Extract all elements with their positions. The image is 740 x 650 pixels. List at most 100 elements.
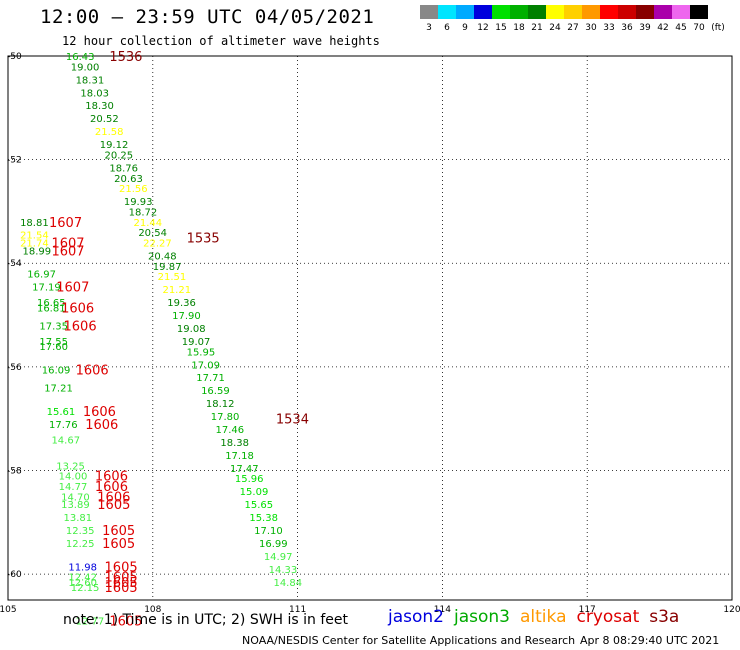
wave-height-value: 14.97 [264, 552, 293, 563]
credit-line: NOAA/NESDIS Center for Satellite Applica… [242, 634, 576, 647]
color-scale-label: 27 [567, 23, 579, 33]
color-scale-swatch [528, 5, 546, 19]
wave-height-value: 12.60 [68, 578, 97, 589]
color-scale-label: 24 [549, 23, 561, 33]
wave-height-value: 21.74 [20, 239, 49, 250]
wave-height-value: 18.81 [20, 218, 49, 229]
wave-height-value: 22.27 [143, 239, 172, 250]
wave-height-value: 17.90 [172, 311, 201, 322]
pass-time-label: 1607 [56, 281, 89, 296]
wave-height-value: 17.80 [211, 412, 240, 423]
pass-time-label: 1606 [95, 480, 128, 495]
legend-cryosat: cryosat [576, 607, 640, 627]
wave-height-value: 21.21 [162, 285, 191, 296]
wave-height-value: 14.00 [59, 472, 88, 483]
wave-height-value: 17.18 [225, 451, 254, 462]
wave-height-value: 16.43 [66, 52, 95, 63]
legend-jason2: jason2 [388, 607, 444, 627]
wave-height-value: 20.63 [114, 174, 143, 185]
pass-time-label: 1605 [102, 537, 135, 552]
longitude-tick-label: 120 [723, 605, 740, 615]
color-scale-label: 9 [462, 23, 468, 33]
color-scale-label: 3 [426, 23, 432, 33]
wave-height-value: 18.30 [85, 101, 114, 112]
wave-height-value: 19.12 [100, 140, 129, 151]
wave-height-value: 15.38 [249, 513, 278, 524]
longitude-tick-label: 105 [0, 605, 17, 615]
axis-tick-labels: 105 108 111 114 117 120 -50 -52 -54 -56 -58 -60 [0, 52, 740, 615]
pass-time-label: 1605 [102, 524, 135, 539]
wave-height-value: 17.47 [230, 464, 259, 475]
wave-height-value: 19.00 [71, 62, 100, 73]
wave-height-value: 18.31 [76, 75, 105, 86]
wave-height-value: 14.33 [269, 565, 298, 576]
wave-height-value: 20.25 [105, 150, 134, 161]
pass-time-label: 1606 [85, 418, 118, 433]
longitude-tick-label: 108 [144, 605, 161, 615]
pass-time-label: 1606 [95, 470, 128, 485]
wave-height-value: 15.95 [187, 347, 216, 358]
wave-height-value: 17.21 [44, 384, 73, 395]
pass-time-label: 1534 [276, 413, 309, 428]
wave-height-value: 18.72 [129, 207, 158, 218]
pass-time-label: 1605 [105, 560, 138, 575]
wave-height-value: 12.15 [71, 583, 100, 594]
pass-time-label: 1605 [105, 576, 138, 591]
color-scale-label: 18 [513, 23, 525, 33]
color-scale-swatch [654, 5, 672, 19]
latitude-tick-label: -56 [7, 363, 22, 373]
color-scale-swatch [438, 5, 456, 19]
legend-altika: altika [520, 607, 567, 627]
longitude-tick-label: 117 [579, 605, 596, 615]
wave-height-value: 19.93 [124, 197, 153, 208]
wave-height-value: 17.10 [254, 526, 283, 537]
color-scale-swatch [618, 5, 636, 19]
wave-height-value: 16.97 [27, 270, 56, 281]
color-scale-label: 6 [444, 23, 450, 33]
wave-height-value: 17.71 [196, 373, 225, 384]
wave-height-value: 20.52 [90, 114, 119, 125]
wave-height-value: 13.89 [61, 500, 90, 511]
wave-height-value: 16.59 [201, 386, 230, 397]
wave-height-value: 19.07 [182, 337, 211, 348]
satellite-legend: jason2 jason3 altika cryosat s3a [388, 607, 689, 627]
color-scale-swatch [564, 5, 582, 19]
color-scale-label: 33 [603, 23, 615, 33]
pass-time-label: 1607 [51, 237, 84, 252]
color-scale-unit: (ft) [711, 23, 725, 33]
color-scale-label: 39 [639, 23, 651, 33]
color-scale-label: 45 [675, 23, 687, 33]
wave-height-value: 17.46 [216, 425, 245, 436]
wave-height-value: 17.09 [191, 360, 220, 371]
color-scale-swatch [546, 5, 564, 19]
wave-height-value: 16.81 [37, 303, 66, 314]
color-scale-label: 36 [621, 23, 633, 33]
latitude-tick-label: -60 [7, 570, 22, 580]
pass-time-label: 1606 [76, 363, 109, 378]
longitude-tick-label: 111 [289, 605, 306, 615]
color-scale-swatch [492, 5, 510, 19]
color-scale-swatch [600, 5, 618, 19]
wave-height-value: 14.77 [59, 482, 88, 493]
wave-height-value: 15.09 [240, 487, 269, 498]
pass-time-label: 1605 [105, 571, 138, 586]
pass-time-label: 1606 [83, 405, 116, 420]
wave-height-value: 18.03 [80, 88, 109, 99]
color-scale-swatch [672, 5, 690, 19]
wave-height-value: 21.54 [20, 231, 49, 242]
wave-height-value: 18.38 [220, 438, 249, 449]
wave-height-value: 18.12 [206, 399, 235, 410]
generation-timestamp: Apr 8 08:29:40 UTC 2021 [580, 634, 720, 647]
latitude-tick-label: -50 [7, 52, 22, 62]
wave-height-value: 12.25 [66, 539, 95, 550]
pass-time-label: 1606 [61, 301, 94, 316]
map-title: 12:00 – 23:59 UTC 04/05/2021 [40, 6, 375, 28]
longitude-tick-label: 114 [434, 605, 451, 615]
wave-height-value: 21.51 [158, 272, 187, 283]
wave-height-value: 18.76 [109, 163, 138, 174]
latitude-tick-label: -58 [7, 466, 22, 476]
wave-height-value: 14.70 [61, 492, 90, 503]
pass-time-label: 1607 [49, 216, 82, 231]
wave-height-value: 16.09 [42, 365, 71, 376]
